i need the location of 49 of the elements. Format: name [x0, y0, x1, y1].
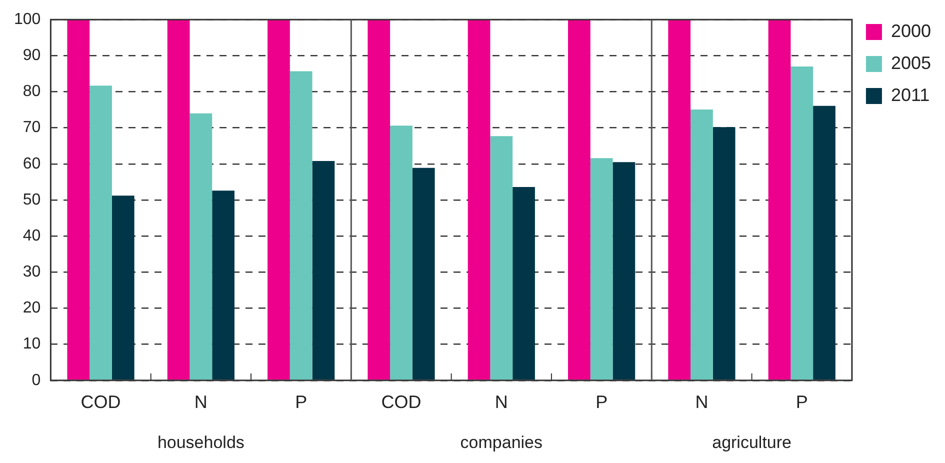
- x-tick-label: COD: [80, 392, 121, 412]
- y-tick-label: 0: [32, 372, 41, 389]
- x-tick-label: P: [295, 392, 308, 412]
- y-tick-label: 30: [22, 264, 41, 281]
- y-tick-label: 20: [22, 300, 41, 317]
- bar: [190, 113, 212, 380]
- y-tick-label: 80: [22, 83, 41, 100]
- legend-label: 2000: [890, 20, 932, 41]
- bar: [90, 86, 112, 380]
- bar: [112, 196, 134, 380]
- y-tick-label: 70: [22, 119, 41, 136]
- bar: [67, 20, 90, 380]
- bar: [312, 161, 335, 380]
- x-tick-label: N: [695, 392, 708, 412]
- y-tick-label: 10: [22, 336, 41, 353]
- bar: [390, 126, 412, 380]
- x-tick-label: P: [596, 392, 608, 412]
- bar: [167, 20, 190, 380]
- x-tick-label: N: [494, 392, 508, 412]
- bar: [813, 106, 836, 380]
- bar: [568, 20, 590, 380]
- bar: [712, 127, 736, 380]
- bar: [468, 20, 490, 380]
- text: agriculture: [712, 433, 792, 452]
- bar: [268, 20, 290, 380]
- bar: [368, 20, 390, 380]
- legend-label: 2005: [890, 52, 932, 73]
- y-tick-label: 60: [22, 155, 41, 172]
- bar: [290, 71, 312, 380]
- bar: [412, 168, 435, 380]
- x-tick-label: P: [796, 392, 808, 412]
- text: companies: [460, 433, 543, 452]
- legend-label: 2011: [890, 84, 930, 105]
- x-tick-label: N: [194, 392, 208, 412]
- bar: [790, 66, 814, 380]
- bar: [512, 187, 535, 380]
- bar: [590, 158, 613, 380]
- bar: [490, 136, 513, 380]
- bar: [768, 20, 791, 380]
- bar: [612, 162, 636, 380]
- x-tick-label: COD: [381, 392, 422, 412]
- bar: [668, 20, 691, 380]
- y-tick-label: 90: [22, 47, 41, 64]
- bar: [212, 190, 234, 380]
- y-tick-label: 40: [22, 227, 41, 244]
- y-tick-label: 100: [14, 11, 41, 28]
- bar: [690, 109, 713, 380]
- text: households: [157, 433, 244, 452]
- y-tick-label: 50: [22, 191, 41, 208]
